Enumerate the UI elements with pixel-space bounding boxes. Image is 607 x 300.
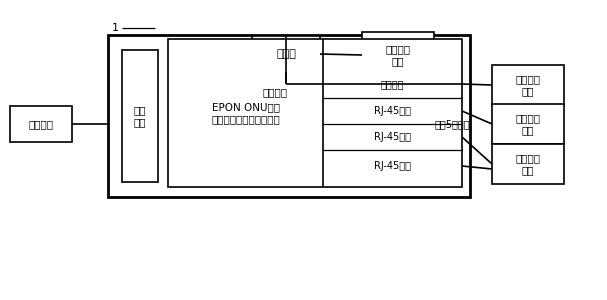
Bar [492,104,564,144]
Text: 电力线缆: 电力线缆 [262,87,288,97]
Bar [108,35,470,197]
Text: RJ-45端口: RJ-45端口 [374,132,411,142]
Text: 网络接入
设备: 网络接入 设备 [515,113,540,135]
Text: 电力线缆: 电力线缆 [381,79,404,89]
Bar [168,39,462,187]
Text: RJ-45端口: RJ-45端口 [374,106,411,116]
Bar [362,32,434,78]
Text: 网络接入
设备: 网络接入 设备 [515,153,540,175]
Text: 1: 1 [112,23,119,33]
Text: 网络接入
设备: 网络接入 设备 [385,44,410,66]
Bar [122,50,158,182]
Bar [492,65,564,105]
Text: 局端设备: 局端设备 [29,119,53,129]
Text: 标准5类线缆: 标准5类线缆 [434,119,470,129]
Text: EPON ONU单元
多端口的以太网交换单元: EPON ONU单元 多端口的以太网交换单元 [211,102,280,124]
Text: 光收
发器: 光收 发器 [134,105,146,127]
Bar [492,144,564,184]
Bar [10,106,72,142]
Text: 网络接入
设备: 网络接入 设备 [515,74,540,96]
Text: 电力猫: 电力猫 [276,49,296,59]
Bar [252,36,320,72]
Text: RJ-45端口: RJ-45端口 [374,161,411,171]
